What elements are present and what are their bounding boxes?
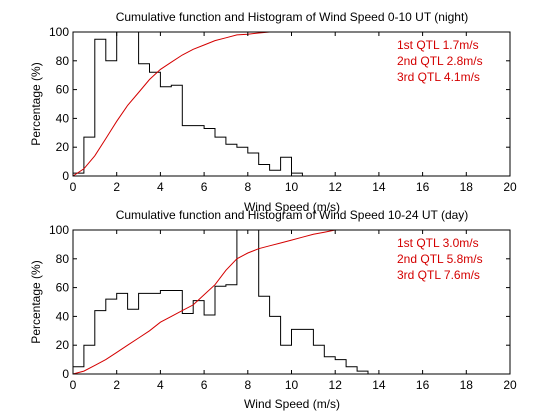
x-tick-label: 4 bbox=[157, 180, 164, 194]
x-tick-label: 12 bbox=[329, 180, 343, 194]
panel-night: Cumulative function and Histogram of Win… bbox=[29, 10, 517, 214]
histogram-series bbox=[73, 229, 379, 375]
y-tick-label: 20 bbox=[56, 338, 70, 352]
quartile-2-annotation: 2nd QTL 2.8m/s bbox=[397, 54, 483, 68]
quartile-1-annotation: 1st QTL 3.0m/s bbox=[397, 236, 479, 250]
axis-ticks: 0 2 4 6 8 10 12 14 16 18 20 0 20 40 60 80 100 bbox=[49, 25, 517, 194]
x-tick-label: 16 bbox=[416, 180, 430, 194]
quartile-3-annotation: 3rd QTL 7.6m/s bbox=[397, 268, 480, 282]
chart-title: Cumulative function and Histogram of Win… bbox=[116, 208, 469, 222]
y-tick-label: 0 bbox=[62, 169, 69, 183]
plot-marks bbox=[72, 229, 510, 375]
cumulative-series bbox=[72, 31, 510, 177]
x-tick-label: 14 bbox=[372, 180, 386, 194]
y-tick-label: 80 bbox=[56, 252, 70, 266]
y-tick-label: 100 bbox=[49, 223, 69, 237]
x-axis-label: Wind Speed (m/s) bbox=[244, 397, 340, 411]
x-tick-label: 18 bbox=[460, 180, 474, 194]
x-tick-label: 14 bbox=[372, 378, 386, 392]
x-tick-label: 18 bbox=[460, 378, 474, 392]
y-tick-label: 80 bbox=[56, 54, 70, 68]
x-tick-label: 2 bbox=[113, 378, 120, 392]
x-tick-label: 16 bbox=[416, 378, 430, 392]
x-tick-label: 8 bbox=[244, 378, 251, 392]
y-tick-label: 60 bbox=[56, 83, 70, 97]
quartile-2-annotation: 2nd QTL 5.8m/s bbox=[397, 252, 483, 266]
y-tick-label: 0 bbox=[62, 367, 69, 381]
x-tick-label: 20 bbox=[503, 180, 517, 194]
y-tick-label: 100 bbox=[49, 25, 69, 39]
x-axis-label: Wind Speed (m/s) bbox=[244, 200, 340, 214]
x-tick-label: 10 bbox=[285, 378, 299, 392]
quartile-1-annotation: 1st QTL 1.7m/s bbox=[397, 38, 479, 52]
y-tick-label: 40 bbox=[56, 111, 70, 125]
y-tick-label: 60 bbox=[56, 281, 70, 295]
plot-area bbox=[73, 32, 510, 176]
axes-box bbox=[72, 229, 511, 375]
axes-box bbox=[72, 31, 511, 177]
x-tick-label: 2 bbox=[113, 180, 120, 194]
quartile-3-annotation: 3rd QTL 4.1m/s bbox=[397, 70, 480, 84]
panel-day: Cumulative function and Histogram of Win… bbox=[29, 208, 517, 411]
plot-area bbox=[73, 230, 510, 374]
y-axis-label: Percentage (%) bbox=[29, 260, 43, 343]
x-tick-label: 20 bbox=[503, 378, 517, 392]
x-tick-label: 8 bbox=[244, 180, 251, 194]
x-tick-label: 0 bbox=[70, 378, 77, 392]
x-tick-label: 6 bbox=[201, 180, 208, 194]
chart-title: Cumulative function and Histogram of Win… bbox=[116, 10, 469, 24]
y-axis-label: Percentage (%) bbox=[29, 62, 43, 145]
y-tick-label: 20 bbox=[56, 140, 70, 154]
y-tick-label: 40 bbox=[56, 309, 70, 323]
x-tick-label: 4 bbox=[157, 378, 164, 392]
histogram-series bbox=[73, 31, 314, 177]
cumulative-series bbox=[72, 229, 510, 375]
x-tick-label: 6 bbox=[201, 378, 208, 392]
plot-marks bbox=[72, 31, 510, 177]
x-tick-label: 12 bbox=[329, 378, 343, 392]
x-tick-label: 0 bbox=[70, 180, 77, 194]
x-tick-label: 10 bbox=[285, 180, 299, 194]
